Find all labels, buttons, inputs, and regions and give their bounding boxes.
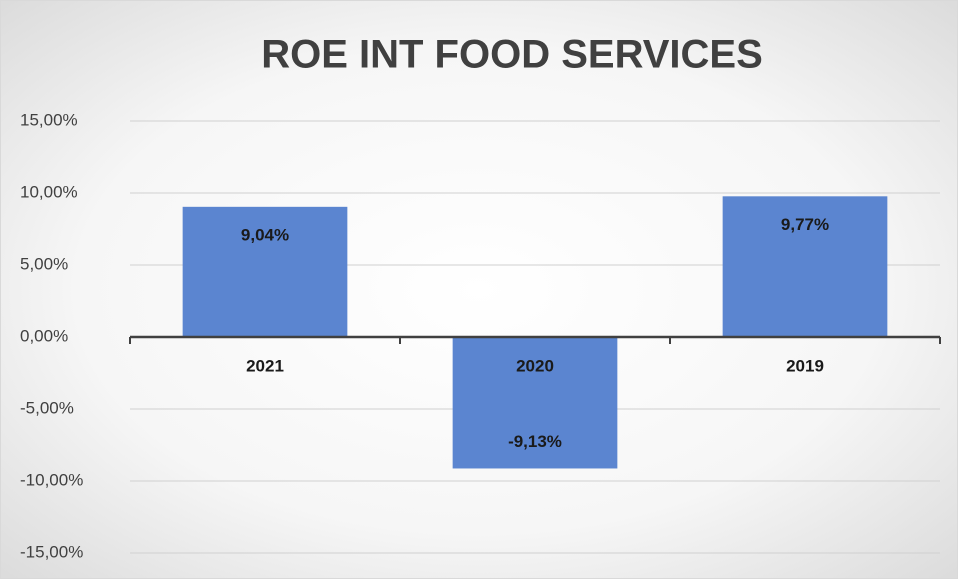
x-tick-label: 2019: [786, 356, 824, 375]
data-label: 9,04%: [241, 225, 289, 244]
bar: [182, 206, 348, 337]
y-tick-label: 5,00%: [20, 254, 68, 273]
bar: [722, 196, 888, 337]
data-label: -9,13%: [508, 432, 562, 451]
y-tick-label: -15,00%: [20, 542, 83, 561]
data-label: 9,77%: [781, 215, 829, 234]
y-tick-label: 10,00%: [20, 182, 78, 201]
bar: [452, 337, 618, 469]
y-tick-label: 0,00%: [20, 326, 68, 345]
y-tick-label: 15,00%: [20, 110, 78, 129]
x-tick-label: 2021: [246, 356, 284, 375]
y-tick-label: -5,00%: [20, 398, 74, 417]
chart-title: ROE INT FOOD SERVICES: [261, 33, 763, 77]
y-tick-label: -10,00%: [20, 470, 83, 489]
x-tick-label: 2020: [516, 356, 554, 375]
